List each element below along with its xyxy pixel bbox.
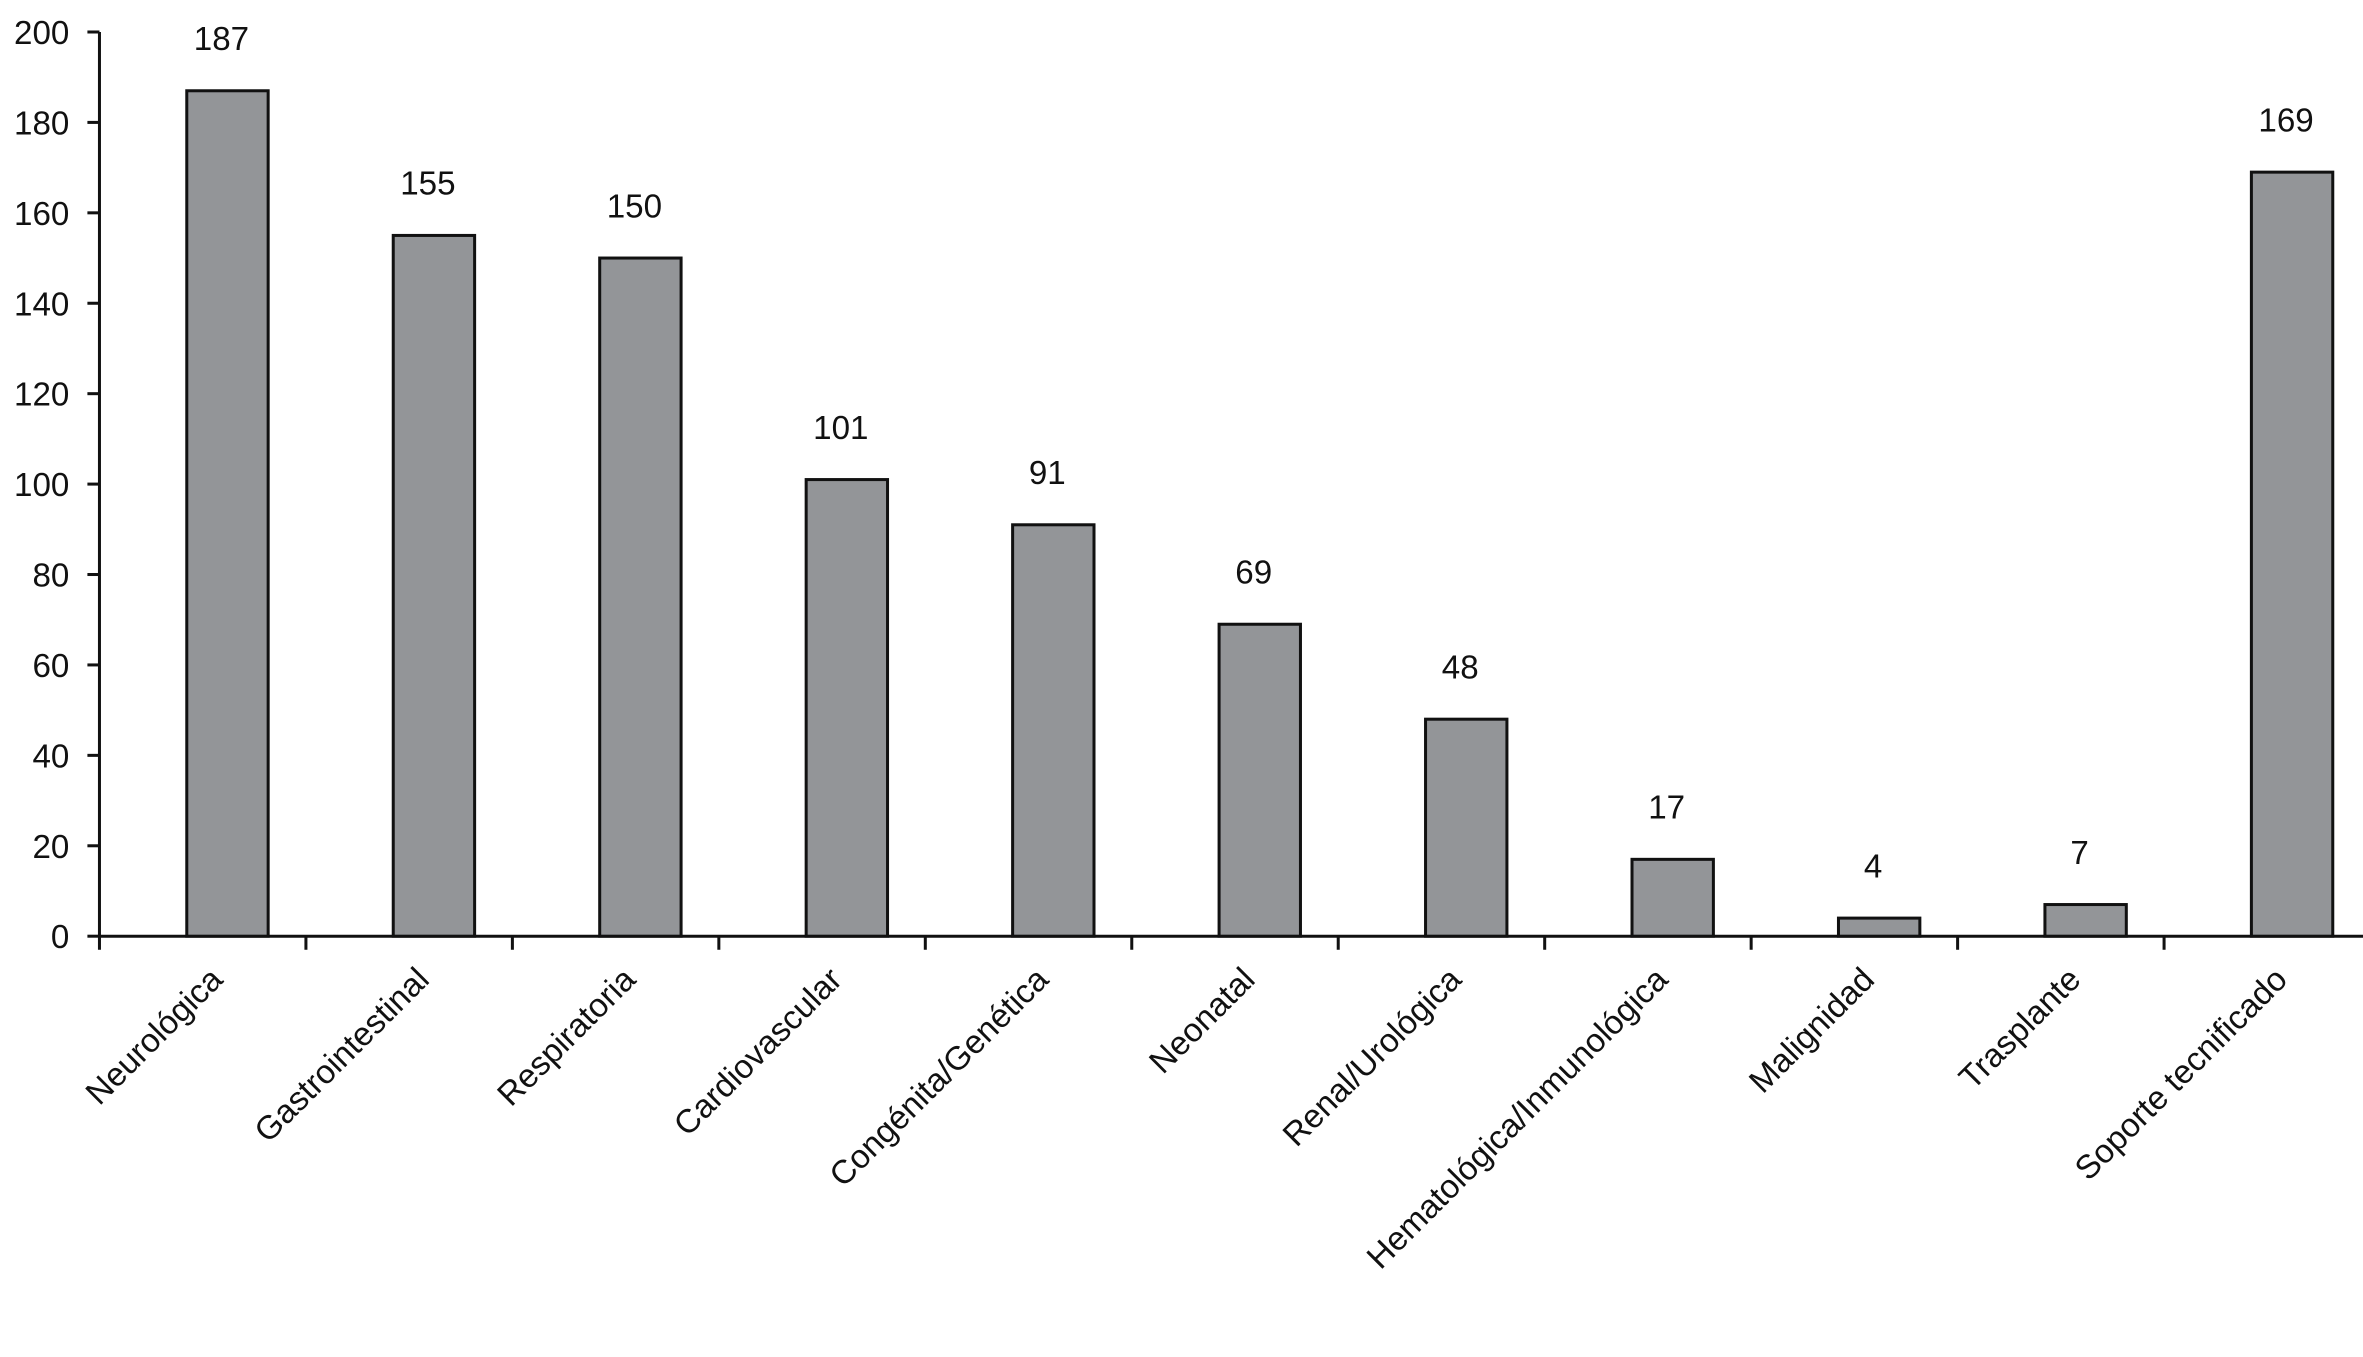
value-label: 150 — [607, 188, 662, 225]
value-label: 48 — [1442, 650, 1479, 687]
value-label: 17 — [1648, 790, 1685, 827]
bar — [2043, 903, 2128, 938]
bar — [1836, 916, 1922, 938]
bar — [1011, 523, 1096, 938]
value-label: 169 — [2258, 102, 2313, 139]
bar — [1630, 857, 1715, 938]
x-tick-label: Neurológica — [79, 961, 231, 1113]
bar — [391, 233, 477, 938]
value-label: 91 — [1029, 455, 1066, 492]
bar — [1424, 717, 1509, 938]
x-tick-label: Malignidad — [1742, 961, 1882, 1101]
bar — [185, 89, 270, 938]
value-label: 155 — [400, 166, 455, 203]
value-label: 7 — [2070, 835, 2088, 872]
bar — [1217, 622, 1302, 938]
x-tick-label: Neonatal — [1142, 961, 1262, 1081]
bar — [2249, 170, 2335, 938]
value-label: 187 — [194, 21, 249, 58]
x-tick-label: Respiratoria — [491, 961, 644, 1114]
value-label: 69 — [1235, 555, 1272, 592]
x-tick-label: Soporte tecnificado — [2068, 961, 2295, 1188]
y-tick-label: 40 — [32, 738, 69, 775]
x-tick-label: Gastrointestinal — [248, 961, 437, 1150]
y-tick-label: 100 — [14, 467, 69, 504]
y-tick-label: 120 — [14, 377, 69, 414]
x-tick-label: Renal/Urológica — [1276, 961, 1469, 1154]
y-tick-label: 200 — [14, 15, 69, 52]
y-tick-label: 0 — [51, 919, 69, 956]
value-label: 4 — [1864, 848, 1882, 885]
value-label: 101 — [813, 410, 868, 447]
x-tick-label: Cardiovascular — [667, 961, 849, 1143]
bar — [804, 478, 890, 938]
y-tick-label: 60 — [32, 648, 69, 685]
y-tick-label: 140 — [14, 286, 69, 323]
y-tick-label: 80 — [32, 558, 69, 595]
x-tick-label: Trasplante — [1952, 961, 2088, 1097]
y-tick-label: 20 — [32, 829, 69, 866]
bar — [598, 256, 683, 938]
y-tick-label: 160 — [14, 196, 69, 233]
y-tick-label: 180 — [14, 105, 69, 142]
x-tick-label: Congénita/Genética — [823, 961, 1057, 1195]
